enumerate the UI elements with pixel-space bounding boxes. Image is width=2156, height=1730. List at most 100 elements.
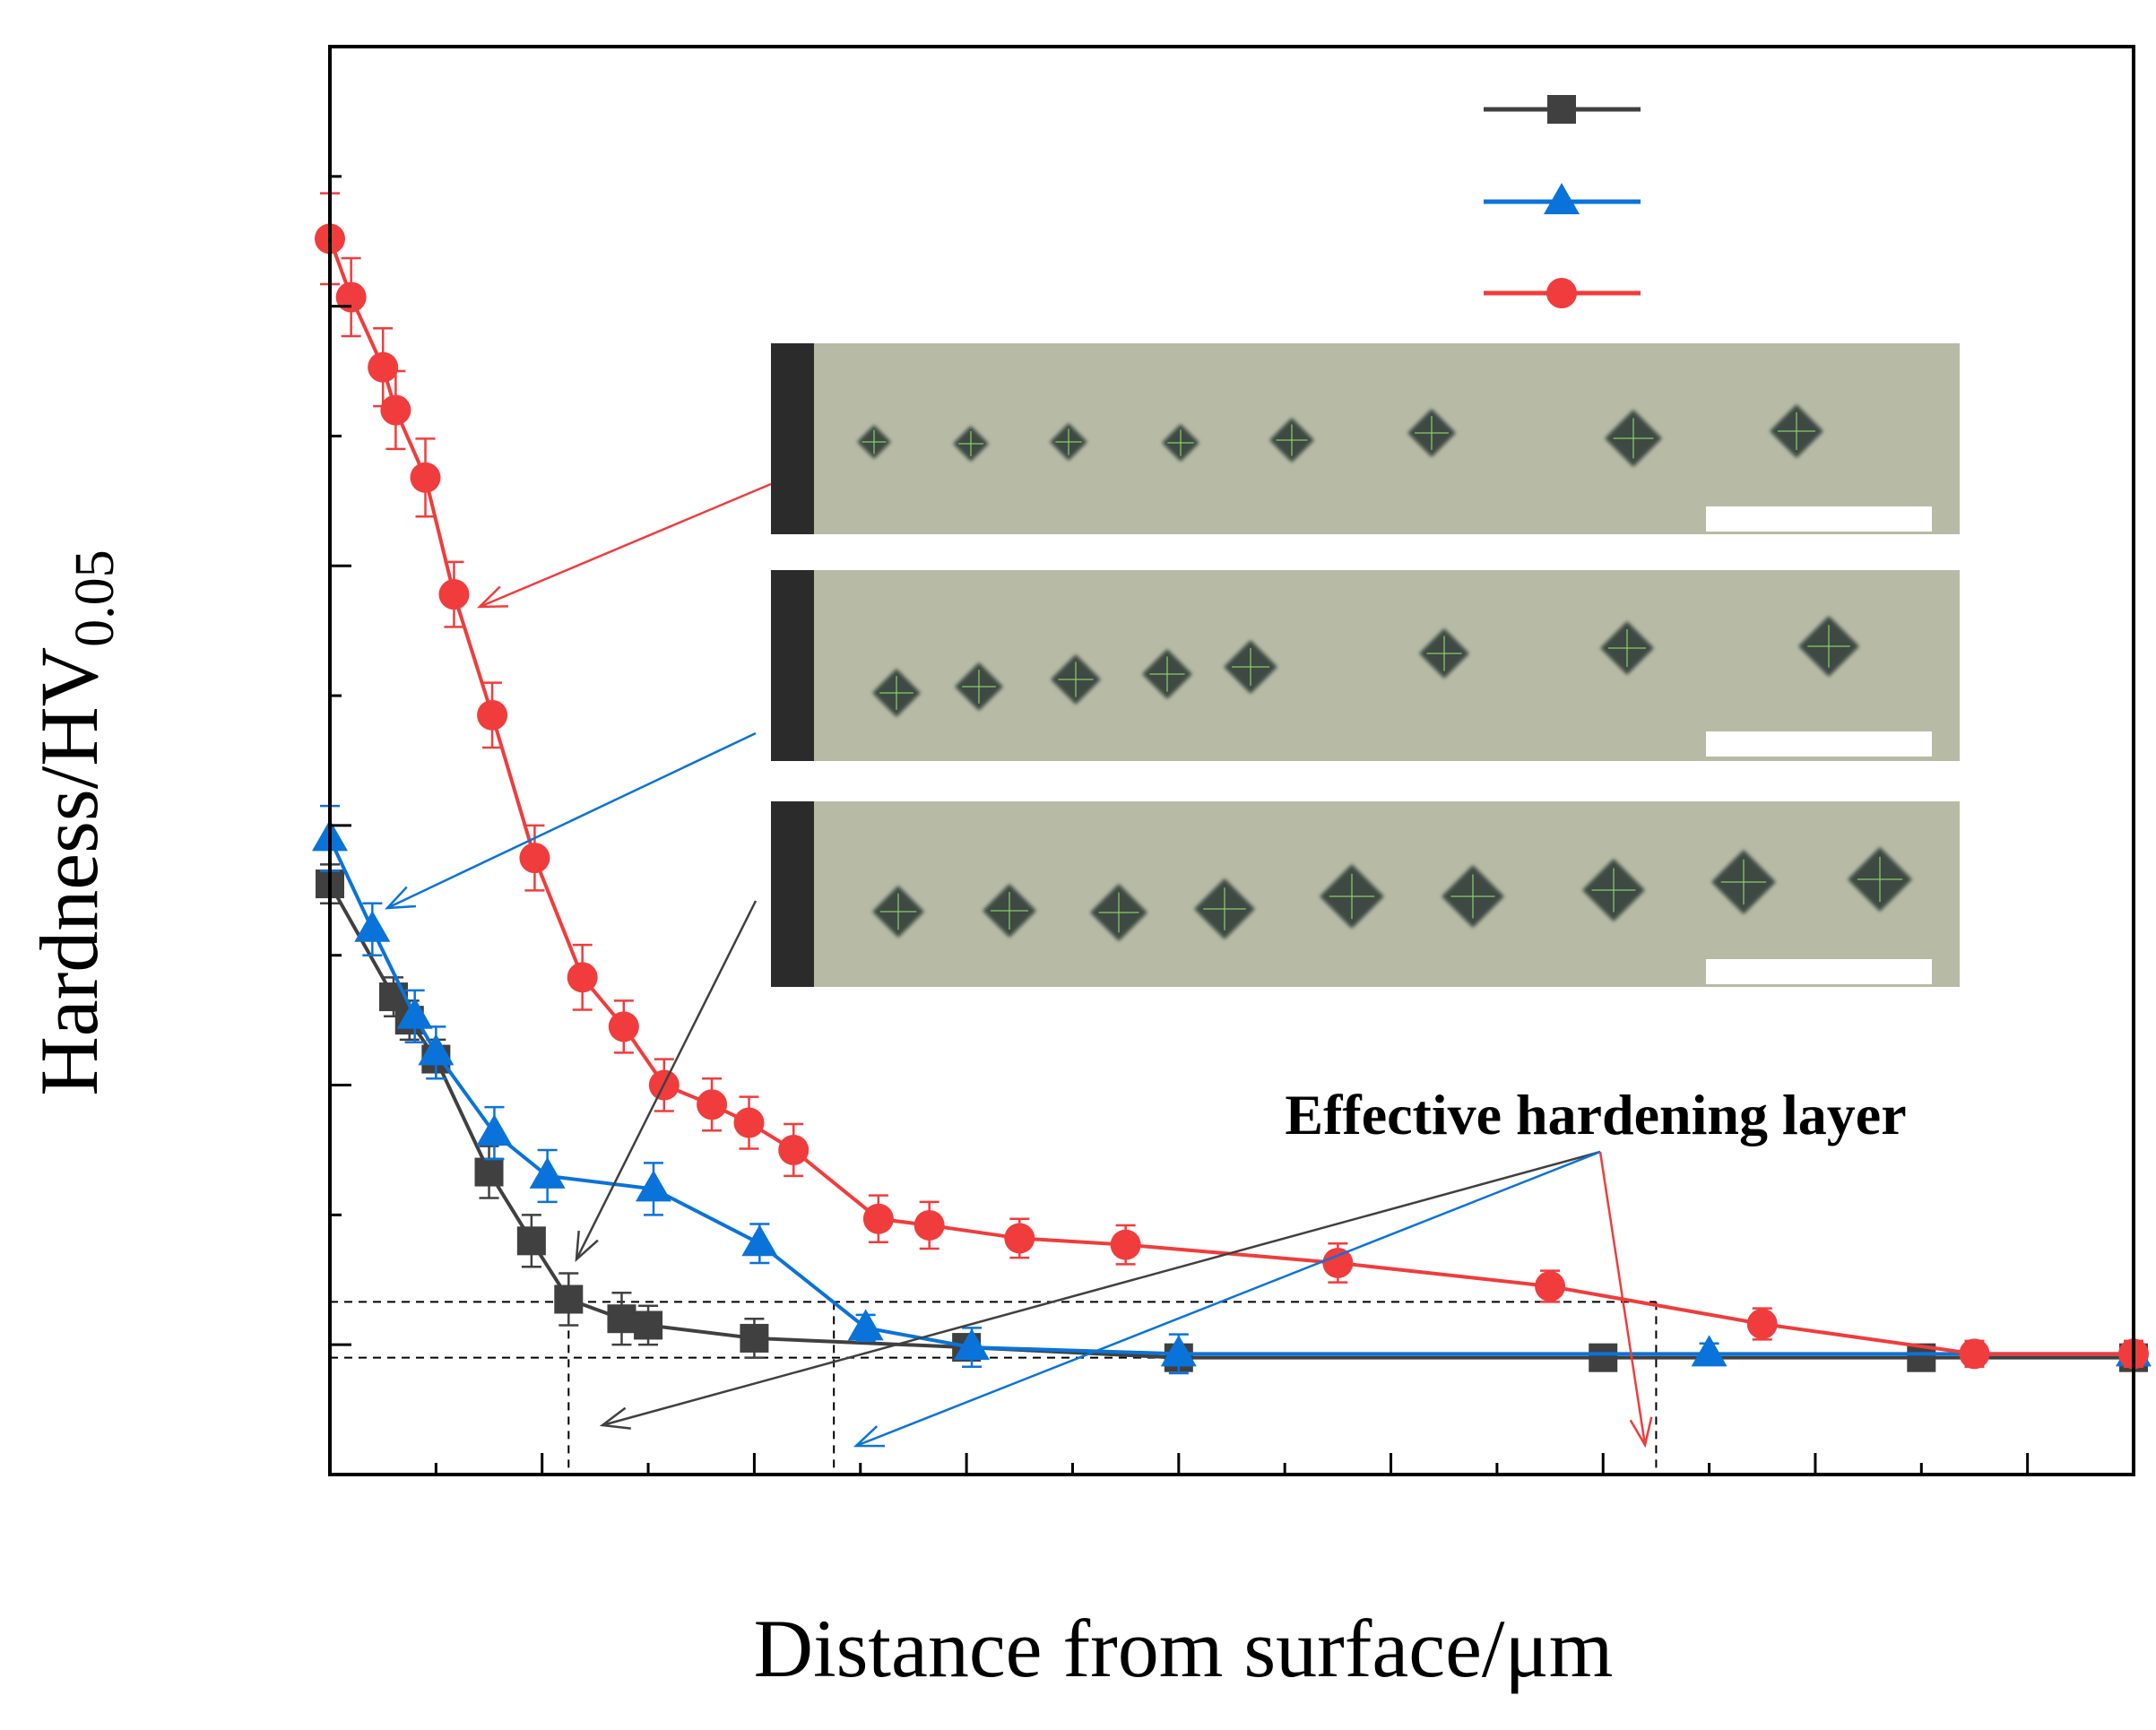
data-point [418,1034,455,1066]
indentation-mark [1770,404,1823,458]
plot-area [312,45,2152,1476]
arrow-head [599,1406,631,1430]
annotation-arrow [853,1150,1601,1448]
arrow-shaft [386,731,757,910]
legend-marker [1544,183,1580,214]
data-point [741,1224,778,1257]
arrow-head [575,1231,599,1263]
svg-text:Hardness/HV0.05: Hardness/HV0.05 [23,549,126,1095]
data-point [1691,1335,1727,1367]
data-point [1110,1229,1141,1260]
indentation-mark [1051,654,1101,705]
y-axis-label: Hardness/HV0.05 [23,549,126,1095]
annotation-arrows [384,482,1653,1449]
data-point [635,1170,671,1202]
micrograph-edge [771,343,814,534]
indentation-mark [1142,649,1192,699]
indentation-mark [1194,878,1255,939]
data-point [778,1134,810,1165]
data-point [474,1157,504,1187]
indentation-mark [1798,616,1859,677]
data-point [516,1226,546,1256]
arrow-head [853,1425,886,1448]
annotation-arrow [384,731,757,910]
plot-frame [328,45,2135,1476]
data-point [607,1304,636,1334]
data-point [913,1209,945,1241]
indentation-mark [1442,865,1504,928]
arrow-shaft [855,1150,1601,1448]
data-point [733,1107,765,1138]
indentation-mark [1600,621,1654,675]
data-point [847,1309,884,1341]
indentation-mark [872,669,921,717]
legend-item-2 [1484,278,1641,308]
data-point [1589,1343,1618,1372]
data-point [740,1323,769,1353]
indentation-mark [1711,850,1776,914]
data-point [608,1011,639,1042]
data-point [954,1328,991,1361]
indentation-mark [1320,864,1384,929]
legend-marker [1547,95,1576,124]
data-point [1535,1271,1566,1302]
data-point [477,699,508,731]
micrograph-edge [771,570,814,761]
indentation-mark [955,662,1003,711]
arrow-head [476,585,509,609]
indentation-mark [1050,423,1087,461]
data-point [354,910,391,942]
legend-item-0 [1484,95,1641,124]
x-axis-label: Distance from surface/μm [754,1603,1614,1694]
indentation-mark [1848,847,1912,912]
indentation-mark [1582,859,1645,921]
indentation-mark [1605,410,1662,467]
data-point [396,997,433,1029]
annotation-arrow [1598,1151,1653,1449]
data-point [519,843,550,874]
micrograph-background [771,570,1960,761]
data-point [697,1089,728,1120]
data-point [380,394,411,426]
data-point [438,579,470,610]
data-point [554,1285,584,1314]
arrow-shaft [602,1150,1601,1427]
indentation-mark [1224,640,1277,694]
indentation-mark [1269,418,1314,463]
indentation-mark [983,884,1036,938]
annotation-arrow [575,900,758,1263]
legend [1484,95,1641,308]
micrograph-1 [771,570,1960,761]
annotation-effective-hardening-layer: Effective hardening layer [1285,1083,1906,1146]
arrow-shaft [575,900,758,1260]
micrograph-insets [771,343,1960,987]
data-point [1004,1223,1035,1254]
data-point [862,1203,894,1234]
annotation-arrow [476,482,772,609]
scale-bar [1706,506,1932,532]
data-point [1160,1335,1197,1367]
data-point [1322,1247,1354,1278]
indentation-mark [1419,628,1469,679]
indentation-mark [1162,424,1199,462]
y-axis-label-subscript: 0.05 [65,549,126,647]
data-point [1746,1309,1778,1340]
legend-marker [1546,278,1577,308]
indentation-mark [1407,409,1456,457]
data-point [410,462,441,493]
arrow-shaft [1598,1151,1647,1446]
data-point [335,281,367,313]
y-axis-label-main: Hardness/HV [23,647,115,1096]
data-point [567,962,598,993]
micrograph-0 [771,343,1960,534]
micrograph-2 [771,801,1960,987]
data-point [1959,1338,1990,1370]
arrow-head [384,886,417,910]
data-point [476,1114,513,1146]
annotation-arrow [599,1150,1601,1430]
scale-bar [1706,959,1932,984]
indentation-mark [872,886,924,938]
arrow-shaft [479,482,772,609]
arrow-head [1629,1416,1653,1449]
